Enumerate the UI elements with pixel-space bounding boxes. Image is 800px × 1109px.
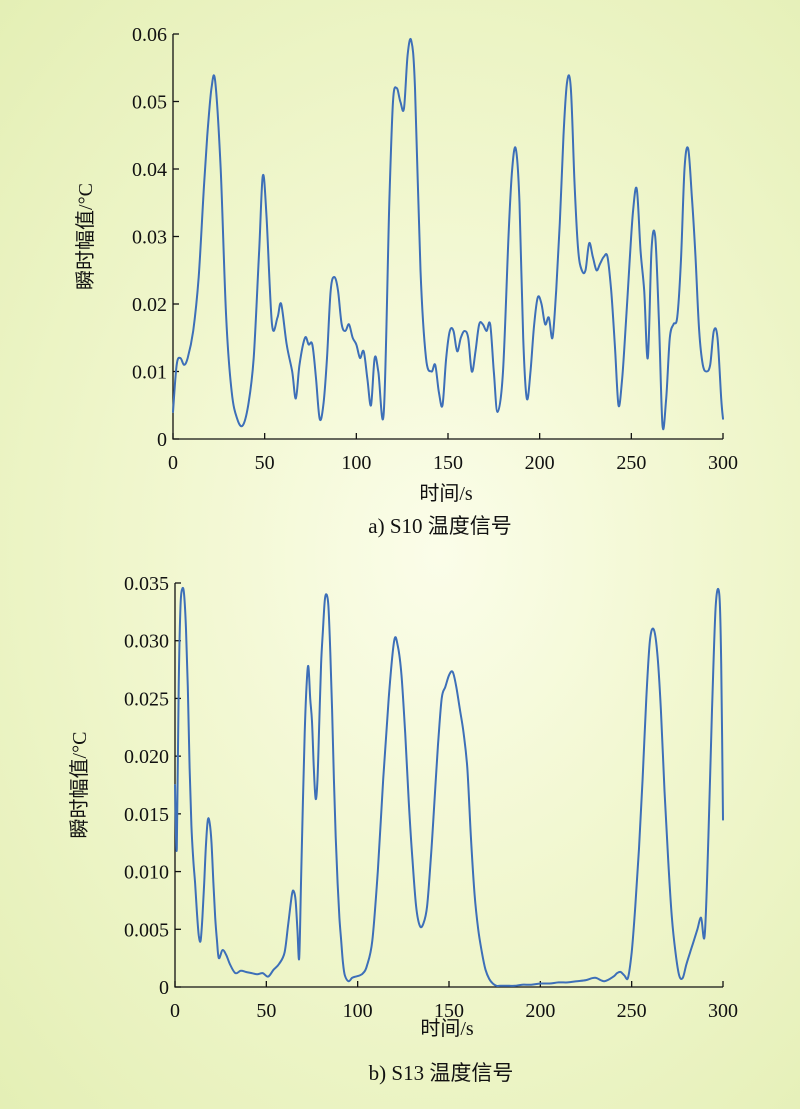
x-axis-ticks: 0 50 100 150 200 250 300: [168, 433, 738, 474]
chart-b: 0 0.005 0.010 0.015 0.020 0.025 0.030 0.035 0 50…: [68, 573, 738, 1085]
x-tick-label: 150: [434, 1000, 464, 1022]
y-tick-label: 0.005: [124, 919, 169, 941]
y-tick-label: 0: [157, 429, 167, 451]
x-tick-label: 300: [708, 452, 738, 474]
y-tick-label: 0.035: [124, 573, 169, 595]
data-line: [172, 37, 724, 431]
x-tick-label: 100: [343, 1000, 373, 1022]
y-axis-ticks: 0 0.01 0.02 0.03 0.04 0.05 0.06: [132, 24, 179, 451]
chart-axes: [172, 34, 723, 440]
x-tick-label: 250: [616, 452, 646, 474]
y-tick-label: 0: [159, 977, 169, 999]
x-tick-label: 300: [708, 1000, 738, 1022]
y-tick-label: 0.05: [132, 92, 167, 114]
x-tick-label: 250: [617, 1000, 647, 1022]
y-tick-label: 0.06: [132, 24, 167, 46]
y-axis-ticks: 0 0.005 0.010 0.015 0.020 0.025 0.030 0.035: [124, 573, 181, 999]
x-axis-ticks: 0 50 100 150 200 250 300: [170, 981, 738, 1022]
x-tick-label: 0: [168, 452, 178, 474]
chart-axes: [174, 583, 723, 988]
x-tick-label: 50: [256, 1000, 276, 1022]
x-tick-label: 200: [525, 1000, 555, 1022]
chart-caption: a) S10 温度信号: [368, 514, 512, 538]
y-tick-label: 0.025: [124, 688, 169, 710]
x-tick-label: 100: [341, 452, 371, 474]
y-tick-label: 0.020: [124, 746, 169, 768]
y-tick-label: 0.02: [132, 294, 167, 316]
x-axis-label: 时间/s: [420, 1017, 474, 1040]
y-axis-label: 瞬时幅值/°C: [68, 732, 91, 839]
y-tick-label: 0.04: [132, 159, 167, 181]
chart-caption: b) S13 温度信号: [369, 1061, 514, 1085]
y-tick-label: 0.03: [132, 227, 167, 249]
x-axis-label: 时间/s: [419, 482, 473, 505]
x-tick-label: 200: [525, 452, 555, 474]
y-axis-label: 瞬时幅值/°C: [74, 183, 97, 290]
y-tick-label: 0.010: [124, 862, 169, 884]
x-tick-label: 50: [255, 452, 275, 474]
data-line: [174, 586, 724, 987]
y-tick-label: 0.030: [124, 631, 169, 653]
y-tick-label: 0.015: [124, 804, 169, 826]
y-tick-label: 0.01: [132, 362, 167, 384]
x-tick-label: 150: [433, 452, 463, 474]
x-tick-label: 0: [170, 1000, 180, 1022]
chart-a: 0 0.01 0.02 0.03 0.04 0.05 0.06 0 50 100 150 200 25…: [74, 24, 738, 538]
